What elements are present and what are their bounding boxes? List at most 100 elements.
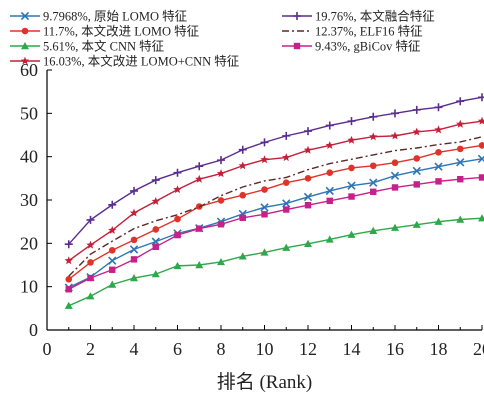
legend-label: 9.7968%, 原始 LOMO 特征	[43, 9, 188, 24]
data-point	[130, 256, 138, 263]
data-point	[413, 155, 421, 162]
x-tick-label: 4	[130, 339, 139, 359]
data-point	[478, 174, 484, 181]
data-point	[348, 193, 355, 200]
data-point	[65, 276, 73, 283]
legend-label: 5.61%, 本文 CNN 特征	[43, 39, 165, 54]
legend-label: 11.7%, 本文改进 LOMO 特征	[43, 24, 200, 39]
data-point	[282, 243, 291, 251]
data-point	[326, 169, 334, 176]
data-point	[477, 154, 484, 163]
data-point	[64, 256, 73, 265]
data-point	[347, 230, 356, 238]
data-point	[217, 257, 225, 266]
data-point	[65, 286, 72, 293]
data-point	[435, 149, 442, 156]
x-tick-label: 18	[430, 339, 448, 359]
data-point	[108, 225, 117, 234]
data-point	[369, 112, 378, 121]
legend-swatch-marker	[21, 42, 29, 50]
data-point	[434, 217, 443, 225]
data-point	[347, 135, 356, 144]
legend-item: 5.61%, 本文 CNN 特征	[10, 39, 165, 54]
data-point	[457, 176, 464, 183]
data-point	[260, 155, 269, 164]
x-axis-title: 排名 (Rank)	[217, 371, 313, 393]
data-point	[347, 181, 356, 190]
x-tick-label: 20	[473, 339, 484, 359]
data-point	[303, 145, 313, 154]
data-point	[86, 215, 95, 224]
data-point	[304, 127, 312, 136]
data-point	[130, 236, 138, 244]
data-point	[370, 188, 377, 195]
series-5	[64, 214, 484, 309]
data-point	[195, 261, 204, 269]
data-point	[217, 156, 225, 165]
data-point	[435, 178, 442, 185]
x-tick-label: 16	[386, 339, 404, 359]
x-tick-label: 6	[173, 339, 182, 359]
data-point	[261, 186, 268, 193]
data-point	[456, 119, 465, 128]
data-point	[173, 185, 182, 194]
data-point	[108, 200, 117, 209]
data-point	[260, 203, 269, 212]
legend-item: 19.76%, 本文融合特征	[282, 9, 435, 24]
data-point	[238, 145, 247, 154]
legend-label: 16.03%, 本文改进 LOMO+CNN 特征	[43, 54, 240, 69]
y-tick-label: 10	[20, 277, 38, 297]
data-point	[434, 103, 443, 112]
series-4	[68, 136, 483, 277]
data-point	[261, 211, 268, 218]
data-point	[151, 196, 160, 205]
data-point	[434, 162, 443, 171]
data-point	[412, 220, 421, 228]
legend-item: 9.43%, gBiCov 特征	[282, 39, 421, 54]
data-point	[456, 97, 465, 106]
series-7	[64, 116, 484, 265]
data-point	[260, 248, 269, 256]
data-point	[86, 240, 95, 249]
series-line	[68, 136, 483, 277]
data-point	[282, 131, 291, 140]
legend-item: 16.03%, 本文改进 LOMO+CNN 特征	[10, 54, 240, 69]
data-point	[64, 301, 73, 309]
data-point	[152, 243, 159, 250]
y-tick-label: 60	[20, 60, 38, 80]
series-2	[64, 93, 484, 249]
data-point	[173, 261, 182, 270]
data-point	[216, 169, 226, 178]
data-point	[87, 274, 94, 282]
data-point	[130, 186, 138, 195]
data-point	[195, 162, 204, 171]
legend-swatch-marker	[293, 12, 301, 20]
data-point	[325, 141, 334, 149]
data-point	[369, 132, 378, 141]
data-point	[282, 153, 291, 162]
data-point	[151, 270, 160, 278]
series-line	[68, 176, 483, 290]
data-point	[129, 245, 139, 254]
data-point	[412, 166, 421, 176]
x-tick-label: 12	[299, 339, 317, 359]
data-point	[109, 266, 116, 273]
data-point	[152, 226, 160, 233]
series-line	[68, 217, 483, 307]
plot-area	[64, 93, 484, 309]
legend-swatch-marker	[20, 56, 30, 65]
y-tick-label: 20	[20, 233, 38, 253]
data-point	[369, 162, 377, 170]
data-point	[304, 175, 312, 182]
x-tick-label: 2	[86, 339, 95, 359]
data-point	[238, 252, 247, 260]
legend-item: 11.7%, 本文改进 LOMO 特征	[10, 24, 200, 39]
data-point	[282, 199, 291, 208]
data-point	[412, 127, 421, 136]
data-point	[369, 178, 378, 187]
data-point	[347, 117, 356, 126]
y-tick-label: 40	[20, 147, 38, 167]
data-point	[391, 109, 399, 118]
x-tick-label: 0	[43, 339, 52, 359]
